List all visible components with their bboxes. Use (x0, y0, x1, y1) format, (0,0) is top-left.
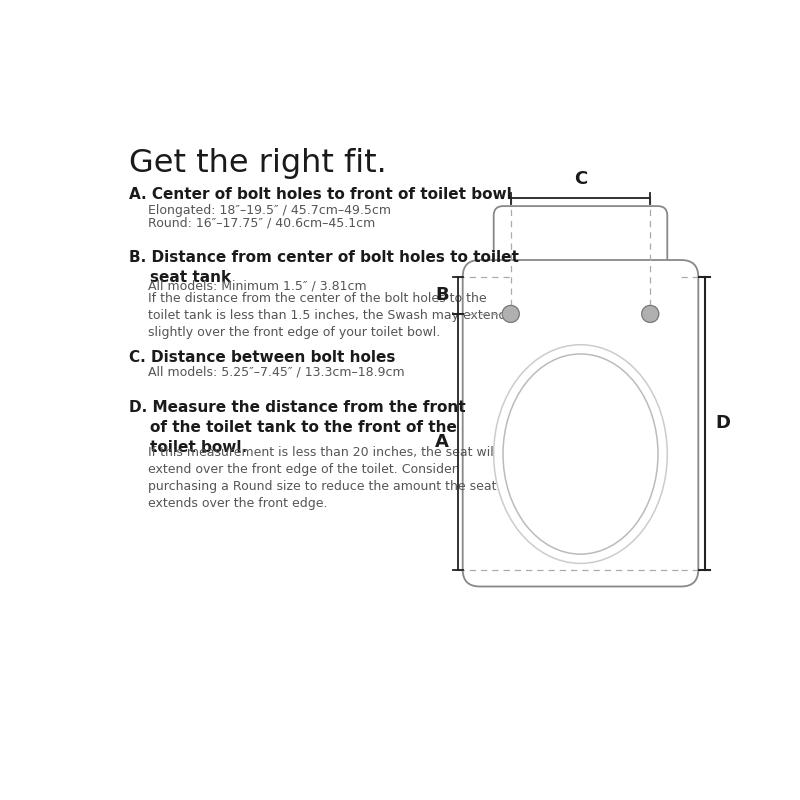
Text: A. Center of bolt holes to front of toilet bowl: A. Center of bolt holes to front of toil… (130, 187, 512, 202)
Text: C: C (574, 170, 587, 188)
Text: B: B (435, 286, 449, 305)
Circle shape (642, 306, 658, 322)
Text: Elongated: 18″–19.5″ / 45.7cm–49.5cm: Elongated: 18″–19.5″ / 45.7cm–49.5cm (148, 204, 391, 217)
Text: If this measurement is less than 20 inches, the seat will
extend over the front : If this measurement is less than 20 inch… (148, 446, 498, 510)
Text: C. Distance between bolt holes: C. Distance between bolt holes (130, 350, 396, 365)
Text: D. Measure the distance from the front
    of the toilet tank to the front of th: D. Measure the distance from the front o… (130, 400, 466, 454)
Text: All models: Minimum 1.5″ / 3.81cm: All models: Minimum 1.5″ / 3.81cm (148, 279, 366, 292)
Text: All models: 5.25″–7.45″ / 13.3cm–18.9cm: All models: 5.25″–7.45″ / 13.3cm–18.9cm (148, 366, 405, 378)
Text: Round: 16″–17.75″ / 40.6cm–45.1cm: Round: 16″–17.75″ / 40.6cm–45.1cm (148, 217, 375, 230)
Circle shape (502, 306, 519, 322)
Text: B. Distance from center of bolt holes to toilet
    seat tank: B. Distance from center of bolt holes to… (130, 250, 519, 285)
FancyBboxPatch shape (494, 206, 667, 286)
Text: If the distance from the center of the bolt holes to the
toilet tank is less tha: If the distance from the center of the b… (148, 292, 506, 339)
Text: A: A (435, 433, 449, 450)
Ellipse shape (494, 345, 667, 563)
Ellipse shape (503, 354, 658, 554)
FancyBboxPatch shape (462, 260, 698, 586)
Text: Get the right fit.: Get the right fit. (130, 148, 387, 179)
Text: D: D (715, 414, 730, 432)
